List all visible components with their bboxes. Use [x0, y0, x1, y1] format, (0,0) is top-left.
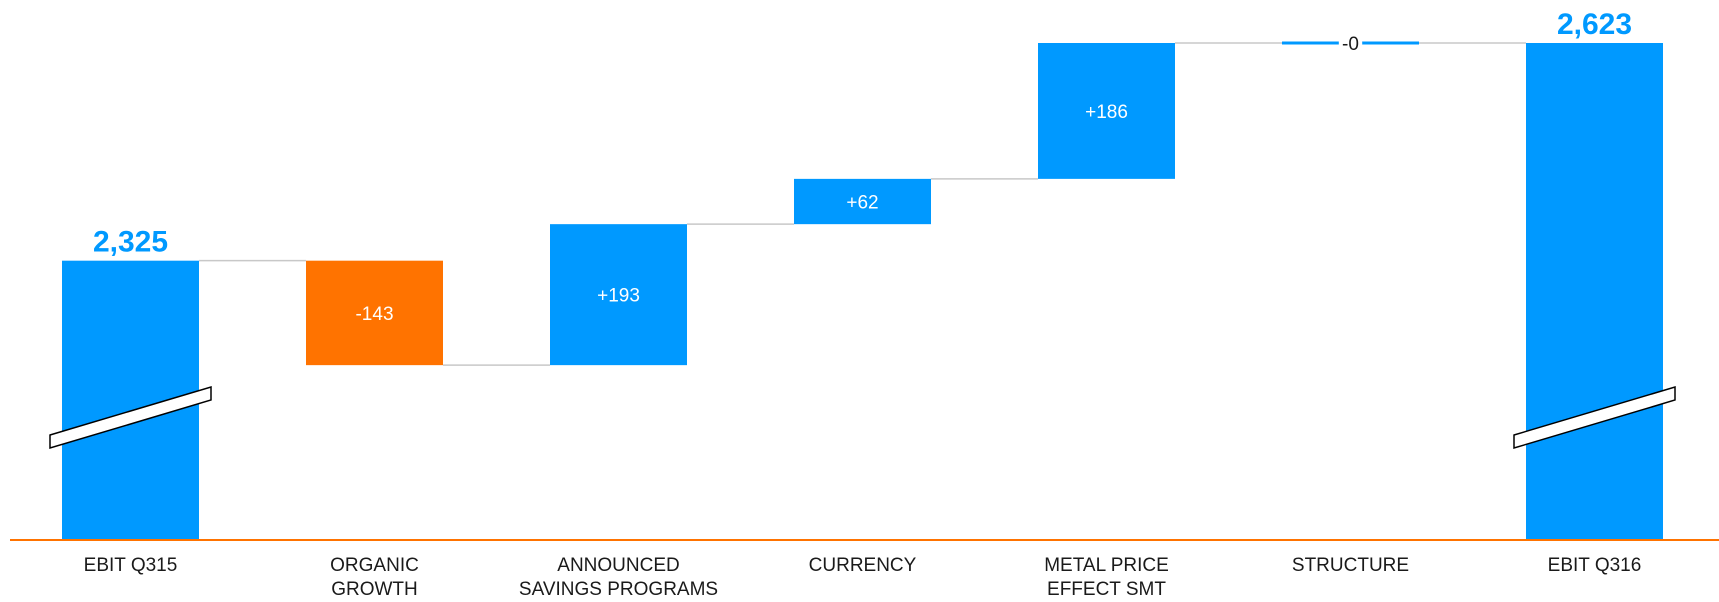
axis-break-mark — [49, 385, 212, 450]
total-value-label: 2,325 — [93, 226, 168, 259]
delta-value-label: +193 — [597, 286, 640, 307]
category-label: CURRENCY — [808, 555, 917, 576]
category-label: ANNOUNCED SAVINGS PROGRAMS — [518, 555, 719, 600]
bar — [550, 224, 687, 366]
delta-value-label: -143 — [355, 304, 393, 325]
category-label: EBIT Q316 — [1547, 555, 1642, 576]
bar — [1526, 43, 1663, 540]
delta-value-label: -0 — [1342, 34, 1359, 55]
delta-value-label: +62 — [846, 193, 878, 214]
bar — [794, 178, 931, 225]
total-value-label: 2,623 — [1557, 8, 1632, 41]
category-label: EBIT Q315 — [83, 555, 178, 576]
delta-value-label: +186 — [1085, 102, 1128, 123]
category-label: ORGANIC GROWTH — [330, 555, 419, 600]
category-label: METAL PRICE EFFECT SMT — [1044, 555, 1169, 600]
category-label: STRUCTURE — [1291, 555, 1410, 576]
bar — [1038, 43, 1175, 179]
bar — [306, 260, 443, 366]
axis-break-mark — [1513, 385, 1676, 450]
